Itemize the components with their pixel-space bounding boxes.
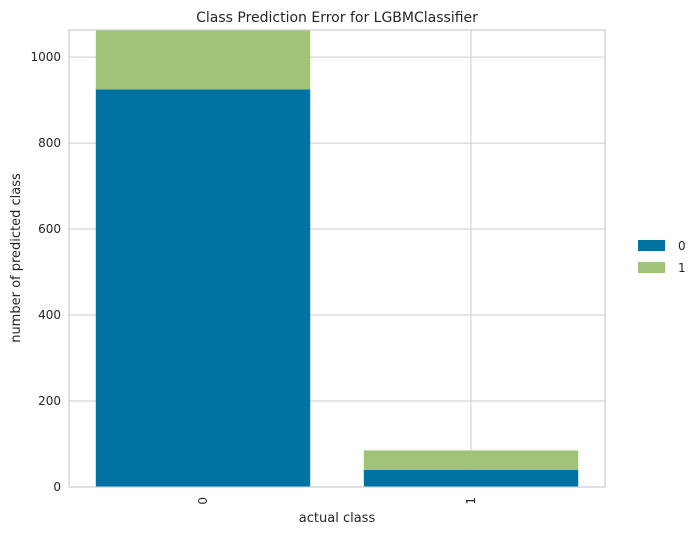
y-tick-label: 1000 [30,50,61,64]
x-tick-label: 0 [196,497,210,505]
y-tick-label: 400 [38,308,61,322]
legend-swatch-1 [638,262,665,273]
plot-area: 0 200 400 600 800 1000 0 1 [30,29,606,505]
y-tick-label: 600 [38,222,61,236]
y-tick-label: 200 [38,394,61,408]
chart-title: Class Prediction Error for LGBMClassifie… [196,10,478,26]
x-axis-label: actual class [299,511,376,526]
y-tick-label: 800 [38,136,61,150]
legend: 01 [638,239,686,275]
y-tick-label: 0 [53,480,61,494]
bar-actual-1-predicted-0 [363,469,579,487]
bar-actual-1-predicted-1 [363,450,579,470]
legend-label-1: 1 [678,261,686,275]
y-axis-label: number of predicted class [9,173,24,343]
legend-swatch-0 [638,240,665,251]
bar-actual-0-predicted-1 [95,30,311,90]
legend-label-0: 0 [678,239,686,253]
bar-actual-0-predicted-0 [95,89,311,488]
x-tick-label: 1 [464,497,478,505]
plot-frame [68,29,606,488]
